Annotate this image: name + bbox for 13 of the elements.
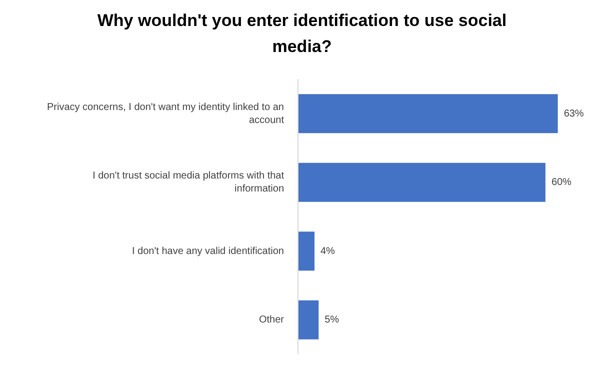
- y-tick-label: Other: [258, 314, 285, 326]
- chart-title: Why wouldn't you enter identification to use social media?: [96, 10, 508, 58]
- y-tick-label: Privacy concerns, I don't want my identity linked to an account: [46, 102, 284, 126]
- bar: [298, 94, 558, 134]
- data-label: 60%: [551, 177, 572, 188]
- bar: [298, 232, 314, 271]
- y-tick-label: I don't have any valid identification: [132, 246, 284, 257]
- bar: [298, 162, 546, 202]
- y-tick-label: I don't trust social media platforms with that information: [92, 170, 284, 194]
- data-label: 63%: [564, 108, 584, 120]
- data-label: 4%: [320, 246, 336, 257]
- bar: [298, 300, 319, 340]
- data-label: 5%: [324, 314, 340, 326]
